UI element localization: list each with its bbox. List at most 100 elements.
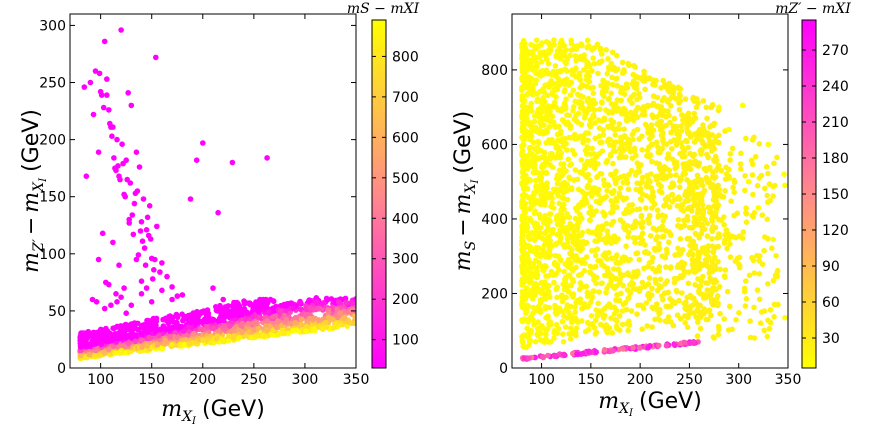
scatter-point [532,235,538,241]
scatter-point [108,302,114,309]
scatter-point [320,300,326,306]
scatter-point [238,322,244,329]
scatter-point [146,325,152,331]
scatter-point [765,317,771,324]
scatter-point [206,317,212,324]
scatter-point [112,350,119,357]
scatter-point [717,266,723,273]
scatter-point [653,139,660,146]
y-tick-label: 200 [39,133,66,149]
scatter-point [554,68,561,75]
scatter-point [533,128,540,134]
scatter-point [552,302,558,309]
scatter-point [118,294,124,301]
scatter-point [686,307,693,313]
scatter-point [669,146,675,152]
scatter-point [646,144,652,150]
scatter-point [571,225,577,232]
scatter-point [590,112,597,118]
scatter-point [565,273,571,279]
scatter-point [557,227,563,234]
scatter-point [519,282,525,288]
scatter-point [110,343,117,349]
scatter-point [220,311,226,317]
colorbar-tick-label: 90 [822,259,840,275]
scatter-point [330,316,336,323]
scatter-point [583,197,589,203]
scatter-point [535,155,541,162]
scatter-point [611,311,618,317]
scatter-point [564,211,570,217]
scatter-point [573,57,579,64]
scatter-point [565,156,572,163]
scatter-point [564,224,570,231]
scatter-point [534,274,540,281]
scatter-point [519,134,525,141]
scatter-point [545,194,551,201]
scatter-point [100,104,107,111]
scatter-point [525,76,532,83]
scatter-point [282,307,289,314]
scatter-point [541,115,547,122]
scatter-point [742,173,748,179]
scatter-point [153,54,159,61]
scatter-point [546,111,553,118]
scatter-point [567,220,573,227]
scatter-point [595,191,601,197]
scatter-point [537,109,543,115]
scatter-point [625,223,631,229]
scatter-point [151,267,157,273]
scatter-point [519,318,526,325]
scatter-point [554,48,561,54]
scatter-point [225,303,231,309]
scatter-point [599,99,605,105]
scatter-point [125,340,132,347]
scatter-point [665,314,672,320]
scatter-point [676,297,682,304]
scatter-point [590,90,597,96]
scatter-point [674,288,680,295]
scatter-point [92,68,99,74]
scatter-point [604,138,611,145]
scatter-point [568,186,575,193]
scatter-point [595,300,601,307]
scatter-point [626,322,633,328]
scatter-point [677,175,684,181]
x-tick-label: 200 [627,372,654,388]
scatter-point [681,113,688,120]
scatter-point [695,264,702,270]
scatter-point [746,272,753,279]
scatter-point [97,352,103,358]
scatter-point [658,85,664,91]
scatter-point [137,228,144,234]
scatter-point [179,311,185,318]
scatter-point [641,68,647,75]
scatter-point [523,310,529,317]
scatter-point [706,307,713,314]
scatter-point [573,73,579,80]
scatter-point [585,171,592,178]
scatter-point [519,159,526,166]
scatter-point [543,228,550,234]
scatter-point [587,269,593,275]
scatter-point [754,287,761,293]
scatter-point [210,325,217,332]
scatter-point [743,135,749,142]
scatter-point [664,318,670,325]
scatter-point [530,163,537,170]
scatter-point [283,303,289,309]
scatter-point [557,154,564,161]
scatter-point [178,323,185,330]
scatter-point [543,169,549,176]
scatter-point [163,326,169,332]
scatter-point [729,145,736,152]
scatter-point [535,325,542,332]
scatter-point [269,314,276,320]
scatter-point [120,333,127,339]
scatter-point [541,128,547,135]
scatter-point [186,323,192,330]
scatter-point [708,184,714,190]
scatter-point [590,288,597,294]
scatter-point [661,290,668,296]
scatter-point [138,291,145,297]
